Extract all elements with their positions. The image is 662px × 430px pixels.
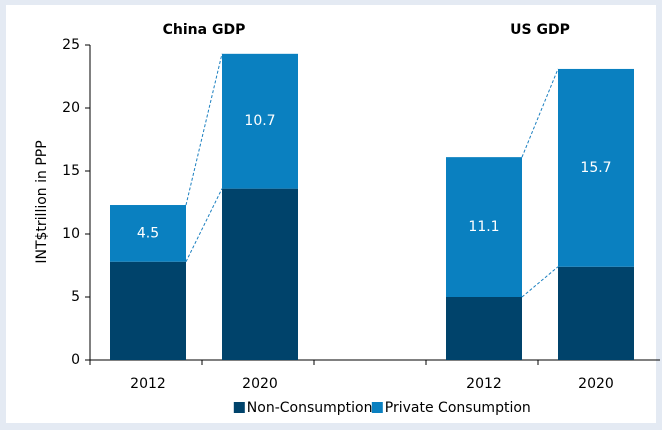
data-label: 4.5 <box>137 225 159 241</box>
bar-segment <box>110 261 186 360</box>
bar-segment <box>110 205 186 262</box>
y-tick-label: 25 <box>62 37 80 53</box>
y-tick-label: 0 <box>71 352 80 368</box>
connector <box>521 68 559 158</box>
connector <box>521 266 559 298</box>
connector <box>185 53 223 206</box>
legend-label: Private Consumption <box>385 400 531 416</box>
bar-segment <box>446 297 522 360</box>
bar-segment <box>558 68 634 267</box>
y-tick-label: 10 <box>62 226 80 242</box>
bar-segment <box>446 157 522 297</box>
connector <box>185 188 223 262</box>
bar-segment <box>222 188 298 360</box>
group-title: US GDP <box>510 22 570 38</box>
data-label: 10.7 <box>244 113 275 129</box>
x-tick-label: 2012 <box>130 376 166 392</box>
group-title: China GDP <box>163 22 246 38</box>
legend-label: Non-Consumption <box>247 400 373 416</box>
data-label: 15.7 <box>580 160 611 176</box>
y-tick-label: 20 <box>62 100 80 116</box>
legend-swatch <box>233 402 245 413</box>
x-tick-label: 2012 <box>466 376 502 392</box>
legend-swatch <box>371 402 383 413</box>
x-tick-label: 2020 <box>242 376 278 392</box>
bar-segment <box>558 266 634 360</box>
bar-segment <box>222 53 298 189</box>
y-axis-label: INT$trillion in PPP <box>34 140 50 263</box>
y-tick-label: 5 <box>71 289 80 305</box>
y-tick-label: 15 <box>62 163 80 179</box>
data-label: 11.1 <box>468 219 499 235</box>
x-tick-label: 2020 <box>578 376 614 392</box>
